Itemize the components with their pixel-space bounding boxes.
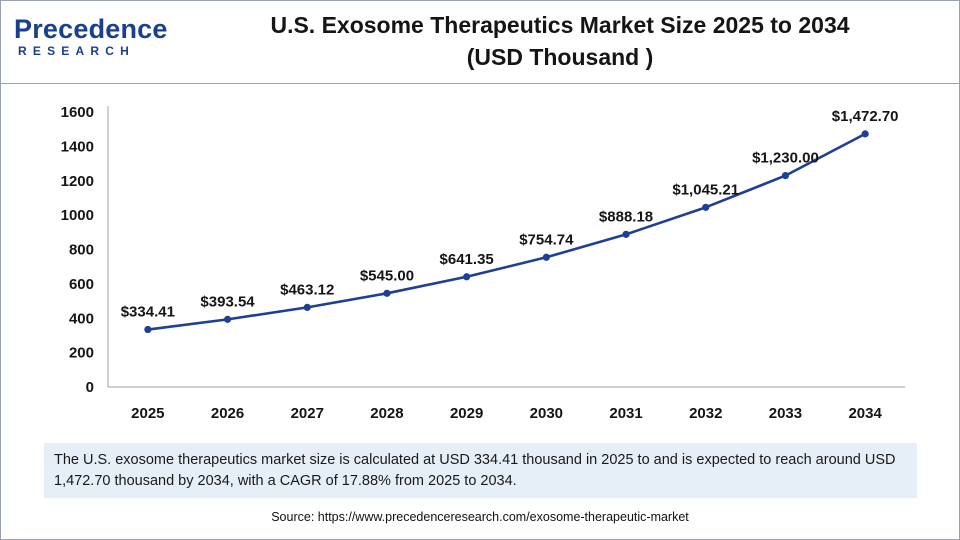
data-label: $1,472.70: [832, 108, 899, 125]
x-tick-label: 2028: [370, 405, 403, 422]
y-tick-label: 200: [69, 345, 94, 362]
y-tick-label: 1000: [61, 207, 94, 224]
logo-subtitle: RESEARCH: [18, 44, 135, 58]
chart-title: U.S. Exosome Therapeutics Market Size 20…: [200, 9, 920, 73]
x-tick-label: 2026: [211, 405, 244, 422]
data-label: $888.18: [599, 208, 653, 225]
data-point: [542, 253, 550, 261]
data-label: $1,045.21: [672, 181, 739, 198]
line-chart: 0 200 400 600 800 1000 1200 1400 1600 2025 2026 202…: [61, 104, 905, 422]
data-point: [463, 273, 471, 281]
x-tick-label: 2034: [848, 405, 882, 422]
data-point: [303, 303, 311, 312]
data-point: [861, 130, 869, 138]
data-label: $1,230.00: [752, 150, 819, 167]
y-tick-label: 0: [86, 379, 94, 396]
data-label: $641.35: [440, 251, 494, 268]
x-tick-label: 2027: [291, 405, 324, 422]
data-point: [702, 203, 710, 211]
x-tick-label: 2031: [609, 405, 642, 422]
logo-mark: P: [14, 14, 33, 44]
data-point: [223, 315, 232, 323]
y-tick-label: 1600: [61, 104, 94, 121]
data-label: $545.00: [360, 267, 414, 284]
y-tick-label: 1200: [61, 173, 94, 190]
y-tick-label: 600: [69, 276, 94, 293]
logo-wordmark: recedence: [32, 14, 168, 44]
summary-box: The U.S. exosome therapeutics market siz…: [44, 443, 917, 498]
summary-text: The U.S. exosome therapeutics market siz…: [54, 452, 896, 489]
data-label: $334.41: [121, 304, 175, 321]
data-label: $393.54: [200, 293, 255, 310]
data-point: [622, 230, 630, 238]
brand-logo: Precedence RESEARCH: [14, 14, 168, 62]
data-point: [383, 289, 391, 297]
y-tick-label: 400: [69, 310, 94, 327]
data-point: [144, 325, 152, 334]
source-note: Source: https://www.precedenceresearch.c…: [271, 510, 689, 524]
chart-title-line1: U.S. Exosome Therapeutics Market Size 20…: [270, 12, 850, 38]
data-label: $463.12: [280, 281, 334, 298]
x-tick-label: 2032: [689, 405, 722, 422]
series-line: [147, 132, 866, 331]
data-point: [781, 171, 790, 180]
chart-title-line2: (USD Thousand ): [466, 44, 654, 70]
data-label: $754.74: [519, 231, 574, 248]
y-tick-label: 800: [69, 242, 94, 259]
x-tick-label: 2025: [131, 405, 164, 422]
x-tick-label: 2029: [450, 405, 483, 422]
x-tick-label: 2033: [769, 405, 802, 422]
y-tick-label: 1400: [61, 138, 94, 155]
header: Precedence RESEARCH U.S. Exosome Therape…: [0, 0, 960, 84]
x-tick-label: 2030: [530, 405, 563, 422]
